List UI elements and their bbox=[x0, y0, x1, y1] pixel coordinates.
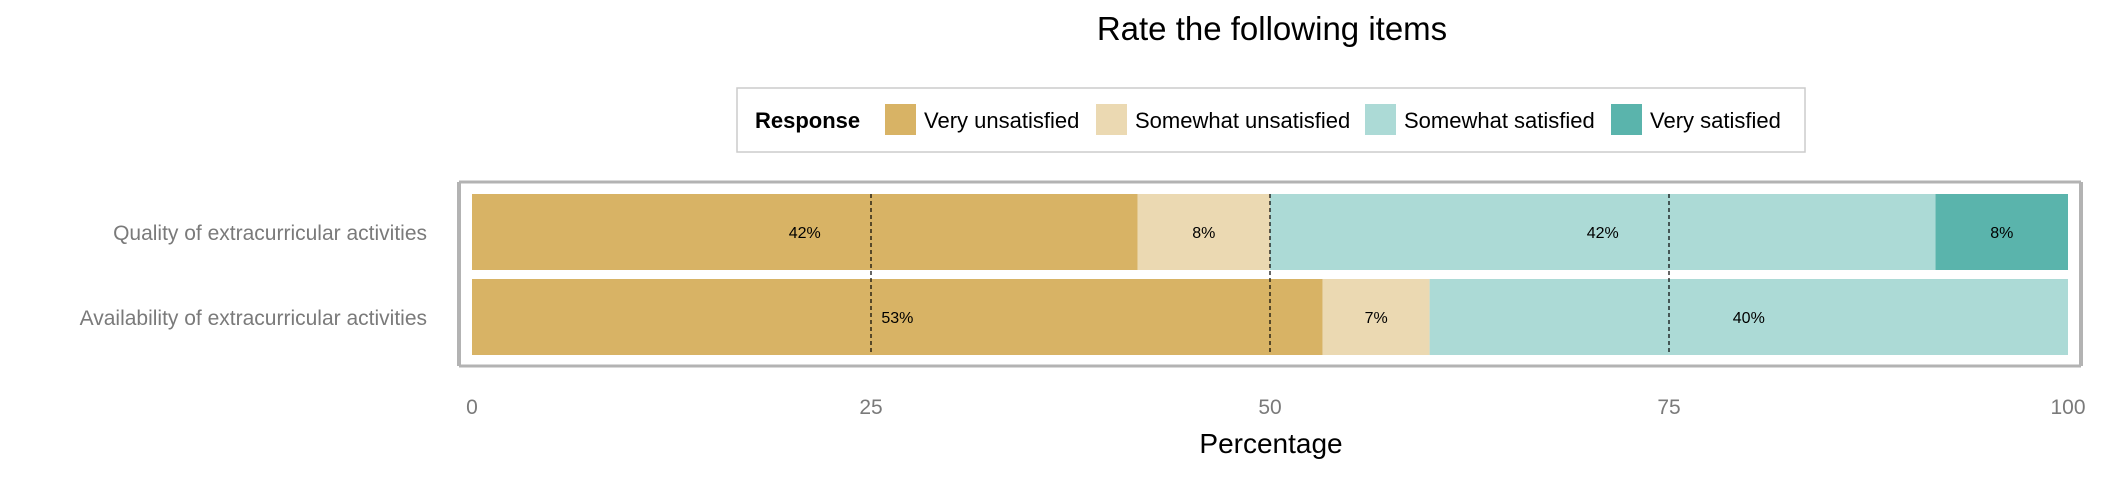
bar-segment bbox=[1137, 194, 1270, 270]
bar-segment bbox=[1270, 194, 1936, 270]
x-tick-label: 100 bbox=[2050, 396, 2085, 419]
data-label: 42% bbox=[789, 225, 821, 242]
data-label: 7% bbox=[1365, 310, 1388, 327]
x-tick-label: 50 bbox=[1258, 396, 1281, 419]
bar-segment bbox=[1322, 279, 1430, 355]
x-tick-label: 25 bbox=[859, 396, 882, 419]
x-tick-label: 0 bbox=[466, 396, 478, 419]
x-axis-ticks: 0 25 50 75 100 bbox=[466, 396, 2085, 419]
legend-label: Very satisfied bbox=[1650, 108, 1781, 133]
plot-area: 42% 8% 42% 8% 53% 7% 40% bbox=[457, 180, 2083, 368]
bar-segment bbox=[472, 279, 1323, 355]
data-label: 40% bbox=[1733, 310, 1765, 327]
bar-segment bbox=[1429, 279, 2068, 355]
x-tick-label: 75 bbox=[1657, 396, 1680, 419]
y-axis-labels: Quality of extracurricular activities Ava… bbox=[80, 222, 427, 330]
category-label: Availability of extracurricular activiti… bbox=[80, 307, 427, 330]
chart-title: Rate the following items bbox=[1097, 10, 1447, 47]
bar-segment bbox=[1935, 194, 2068, 270]
data-label: 8% bbox=[1990, 225, 2013, 242]
data-label: 42% bbox=[1587, 225, 1619, 242]
category-label: Quality of extracurricular activities bbox=[113, 222, 427, 245]
legend-title: Response bbox=[755, 108, 860, 133]
legend-swatch bbox=[1096, 104, 1127, 135]
legend: Response Very unsatisfied Somewhat unsati… bbox=[736, 87, 1806, 153]
legend-label: Very unsatisfied bbox=[924, 108, 1079, 133]
x-axis-title: Percentage bbox=[1199, 428, 1342, 459]
legend-swatch bbox=[1611, 104, 1642, 135]
bar-segment bbox=[472, 194, 1138, 270]
legend-label: Somewhat unsatisfied bbox=[1135, 108, 1350, 133]
legend-swatch bbox=[1365, 104, 1396, 135]
legend-swatch bbox=[885, 104, 916, 135]
legend-label: Somewhat satisfied bbox=[1404, 108, 1595, 133]
data-label: 53% bbox=[881, 310, 913, 327]
data-label: 8% bbox=[1192, 225, 1215, 242]
